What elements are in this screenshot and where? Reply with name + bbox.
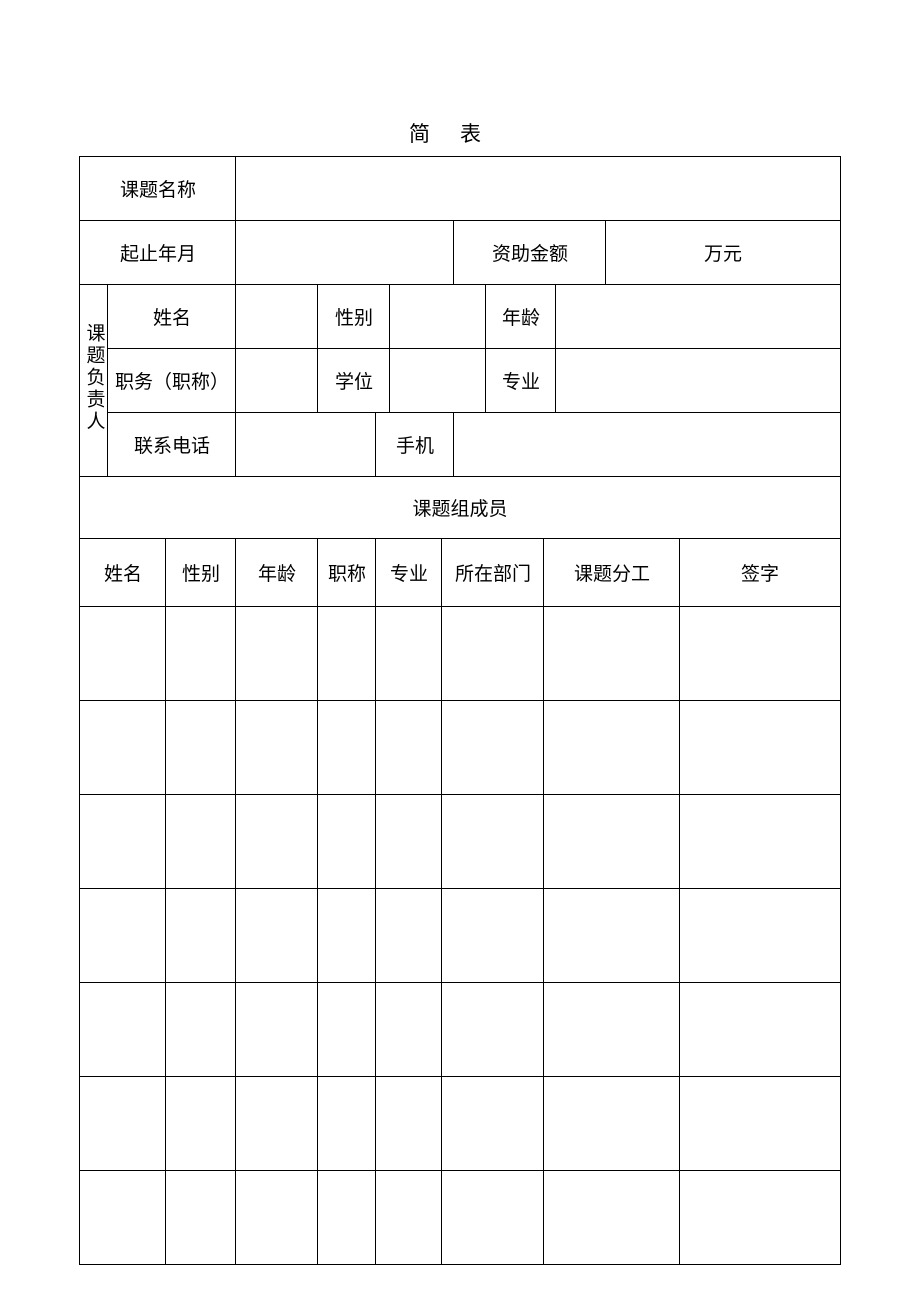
cell-m-major: [376, 1171, 442, 1265]
label-leader-degree: 学位: [318, 349, 390, 413]
cell-m-sign: [680, 889, 840, 983]
cell-m-gender: [166, 607, 236, 701]
cell-m-dept: [442, 701, 544, 795]
leader-section-text: 课题负责人: [84, 323, 103, 433]
label-leader-name: 姓名: [108, 285, 236, 349]
cell-m-name: [80, 1077, 166, 1171]
label-leader-phone: 联系电话: [108, 413, 236, 477]
cell-m-dept: [442, 983, 544, 1077]
cell-m-role: [544, 795, 680, 889]
value-period: [236, 221, 454, 285]
cell-m-sign: [680, 1171, 840, 1265]
label-project-name: 课题名称: [80, 157, 236, 221]
header-m-major: 专业: [376, 539, 442, 607]
value-leader-position: [236, 349, 318, 413]
cell-m-title: [318, 1171, 376, 1265]
cell-m-gender: [166, 701, 236, 795]
cell-m-dept: [442, 1171, 544, 1265]
label-leader-position: 职务（职称）: [108, 349, 236, 413]
table-row: [80, 795, 840, 889]
cell-m-sign: [680, 983, 840, 1077]
cell-m-sign: [680, 1077, 840, 1171]
cell-m-major: [376, 1077, 442, 1171]
value-leader-major: [556, 349, 840, 413]
cell-m-title: [318, 889, 376, 983]
cell-m-major: [376, 889, 442, 983]
cell-m-title: [318, 1077, 376, 1171]
cell-m-dept: [442, 607, 544, 701]
label-leader-section: 课题负责人: [80, 285, 108, 477]
cell-m-title: [318, 983, 376, 1077]
cell-m-sign: [680, 795, 840, 889]
cell-m-major: [376, 795, 442, 889]
cell-m-name: [80, 795, 166, 889]
cell-m-sign: [680, 607, 840, 701]
header-m-title: 职称: [318, 539, 376, 607]
header-m-age: 年龄: [236, 539, 318, 607]
form-table: 课题名称 起止年月 资助金额 万元 课题负责人 姓名 性别 年龄 职务（职称） …: [79, 156, 840, 1265]
label-leader-major: 专业: [486, 349, 556, 413]
cell-m-role: [544, 1077, 680, 1171]
cell-m-role: [544, 701, 680, 795]
cell-m-role: [544, 983, 680, 1077]
cell-m-name: [80, 889, 166, 983]
value-leader-phone: [236, 413, 376, 477]
cell-m-name: [80, 701, 166, 795]
label-leader-mobile: 手机: [376, 413, 454, 477]
cell-m-gender: [166, 795, 236, 889]
cell-m-age: [236, 983, 318, 1077]
table-row: [80, 701, 840, 795]
cell-m-role: [544, 607, 680, 701]
label-period: 起止年月: [80, 221, 236, 285]
cell-m-age: [236, 1077, 318, 1171]
cell-m-title: [318, 607, 376, 701]
label-leader-gender: 性别: [318, 285, 390, 349]
value-leader-degree: [390, 349, 486, 413]
table-row: [80, 983, 840, 1077]
value-leader-age: [556, 285, 840, 349]
cell-m-gender: [166, 1171, 236, 1265]
value-leader-name: [236, 285, 318, 349]
label-members-title: 课题组成员: [80, 477, 840, 539]
cell-m-major: [376, 701, 442, 795]
cell-m-major: [376, 607, 442, 701]
cell-m-sign: [680, 701, 840, 795]
table-row: [80, 607, 840, 701]
label-funding: 资助金额: [454, 221, 606, 285]
header-m-role: 课题分工: [544, 539, 680, 607]
value-leader-mobile: [454, 413, 840, 477]
table-row: [80, 1171, 840, 1265]
header-m-sign: 签字: [680, 539, 840, 607]
value-leader-gender: [390, 285, 486, 349]
header-m-gender: 性别: [166, 539, 236, 607]
header-m-name: 姓名: [80, 539, 166, 607]
cell-m-age: [236, 889, 318, 983]
cell-m-age: [236, 701, 318, 795]
cell-m-gender: [166, 889, 236, 983]
label-leader-age: 年龄: [486, 285, 556, 349]
cell-m-role: [544, 1171, 680, 1265]
table-row: [80, 1077, 840, 1171]
cell-m-title: [318, 795, 376, 889]
cell-m-major: [376, 983, 442, 1077]
cell-m-dept: [442, 1077, 544, 1171]
cell-m-name: [80, 983, 166, 1077]
table-row: [80, 889, 840, 983]
cell-m-gender: [166, 983, 236, 1077]
cell-m-title: [318, 701, 376, 795]
cell-m-name: [80, 607, 166, 701]
cell-m-dept: [442, 889, 544, 983]
cell-m-age: [236, 607, 318, 701]
cell-m-dept: [442, 795, 544, 889]
page-title: 简表: [0, 0, 920, 156]
cell-m-gender: [166, 1077, 236, 1171]
header-m-dept: 所在部门: [442, 539, 544, 607]
cell-m-age: [236, 795, 318, 889]
cell-m-role: [544, 889, 680, 983]
cell-m-age: [236, 1171, 318, 1265]
value-project-name: [236, 157, 840, 221]
value-funding-unit: 万元: [606, 221, 840, 285]
cell-m-name: [80, 1171, 166, 1265]
